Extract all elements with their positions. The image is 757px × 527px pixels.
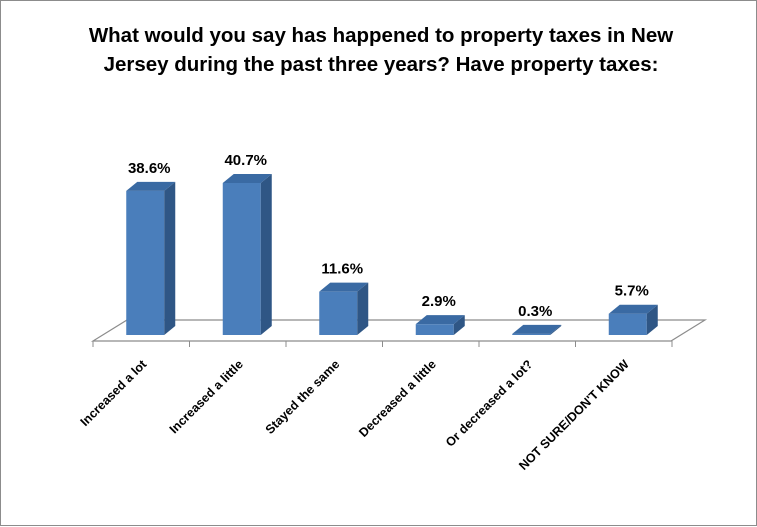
data-label-3: 11.6%	[321, 261, 363, 278]
category-label-4: Decreased a little	[356, 357, 439, 440]
bar-front-face	[319, 291, 358, 335]
category-label-2: Increased a little	[167, 357, 246, 436]
data-label-2: 40.7%	[224, 152, 267, 169]
bar-front-face	[126, 190, 165, 335]
bar-top-face	[126, 181, 176, 191]
bar-1	[126, 181, 176, 335]
bar-top-face	[415, 315, 465, 325]
bar-6	[608, 304, 658, 335]
bar-front-face	[608, 313, 647, 335]
category-label-3: Stayed the same	[263, 357, 343, 437]
data-label-1: 38.6%	[128, 160, 171, 177]
bar-top-face	[222, 174, 272, 183]
category-label-1: Increased a lot	[78, 357, 150, 429]
bar-side-face	[260, 174, 272, 335]
bar-2	[222, 174, 272, 335]
data-labels-group: 38.6% 40.7% 11.6% 2.9% 0.3% 5.7%	[128, 152, 649, 320]
category-label-5: Or decreased a lot?	[443, 357, 535, 449]
chart-title: What would you say has happened to prope…	[88, 24, 674, 76]
category-label-6: NOT SURE/DON'T KNOW	[516, 357, 632, 473]
bar-front-face	[222, 183, 261, 335]
data-label-4: 2.9%	[422, 293, 456, 310]
bar-3	[319, 282, 369, 335]
bar-front-face	[512, 333, 551, 335]
bar-side-face	[164, 181, 176, 335]
bar-top-face	[608, 304, 658, 314]
data-label-5: 0.3%	[518, 303, 552, 320]
bar-4	[415, 315, 465, 335]
data-label-6: 5.7%	[615, 283, 649, 300]
bar-side-face	[646, 304, 658, 335]
bar-side-face	[453, 315, 465, 335]
chart-floor-group	[90, 319, 708, 347]
category-labels-group: Increased a lot Increased a little Stayed …	[78, 357, 632, 473]
bar-top-face	[512, 324, 562, 334]
bar-side-face	[357, 282, 369, 335]
chart-floor	[90, 319, 708, 342]
bar-front-face	[415, 324, 454, 335]
bar-side-face	[550, 324, 562, 335]
bar-5	[512, 324, 562, 335]
bars-group	[126, 174, 658, 335]
bar-top-face	[319, 282, 369, 292]
